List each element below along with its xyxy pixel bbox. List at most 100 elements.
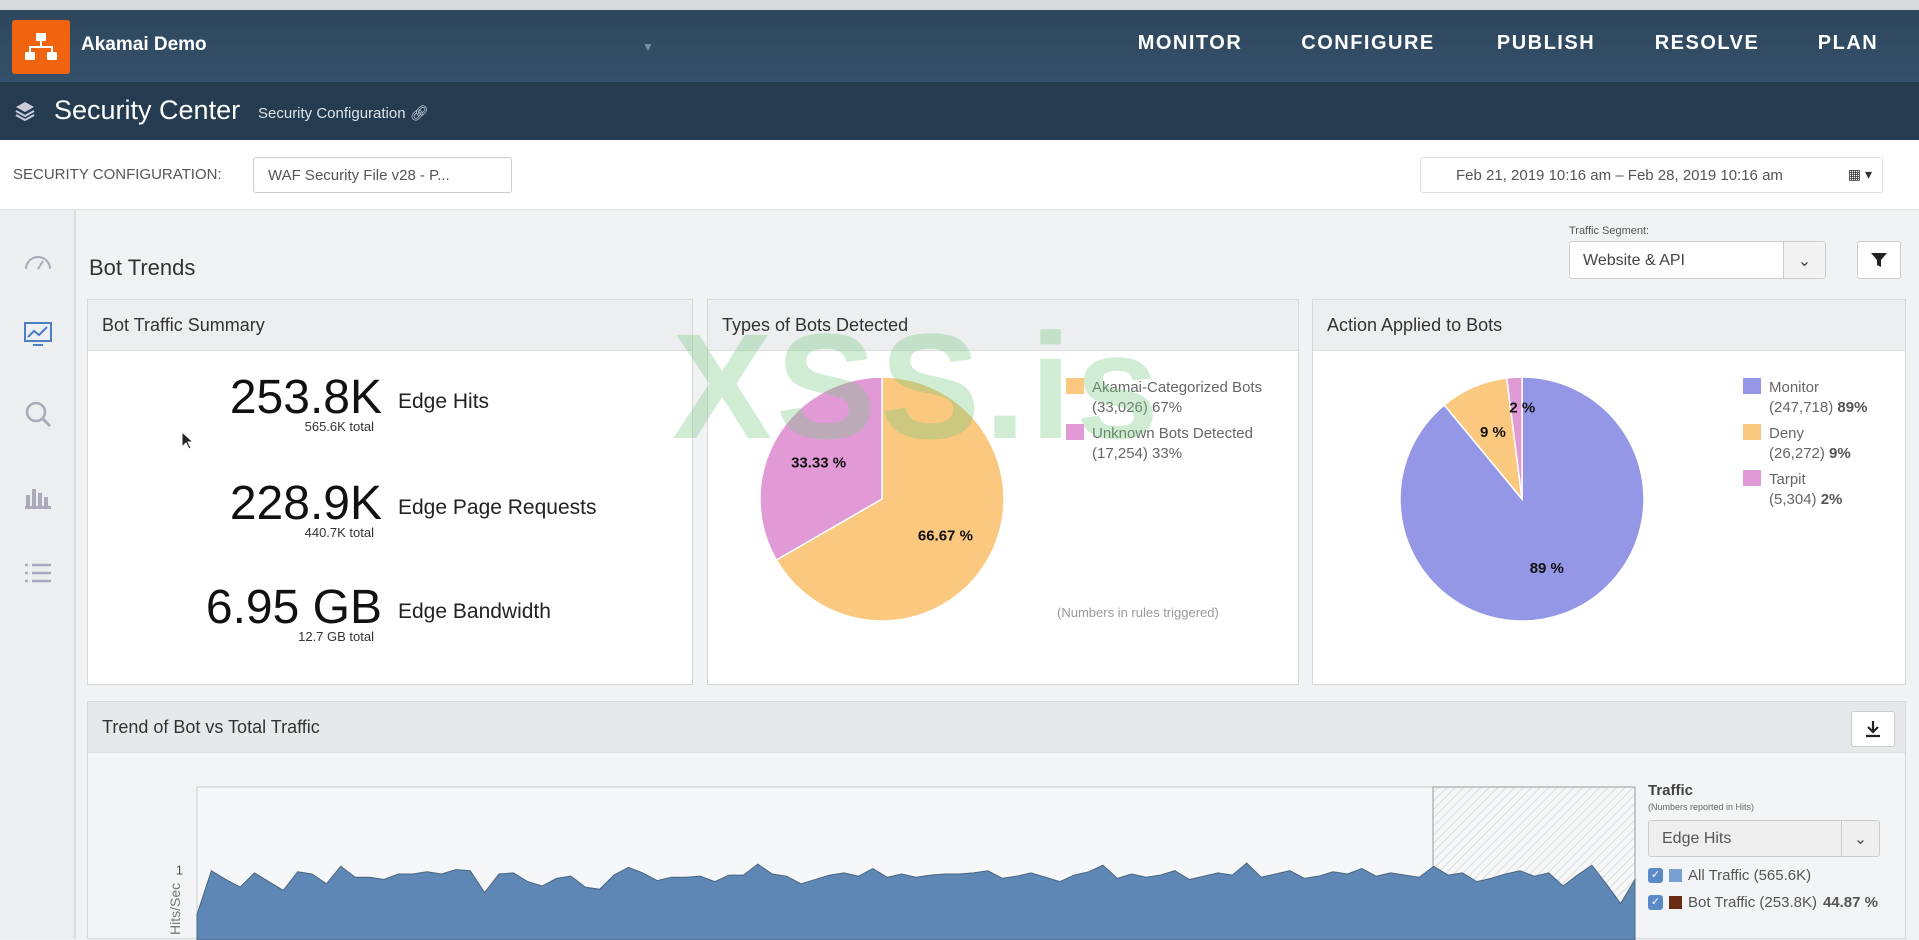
stat-total: 440.7K total [304,525,374,540]
legend-bot-traffic[interactable]: ✓ Bot Traffic (253.8K) 44.87 % [1648,894,1880,911]
link-icon: 🔗︎ [409,105,429,122]
legend-item[interactable]: Monitor [1743,378,1867,398]
download-icon [1866,721,1880,738]
filter-icon [1871,253,1887,267]
filter-button[interactable] [1857,241,1901,279]
chart-note: (Numbers in rules triggered) [1057,605,1219,620]
legend-title: Traffic [1648,782,1694,799]
dashboard-gauge-icon[interactable] [20,243,56,279]
legend-item[interactable]: Tarpit [1743,470,1867,490]
left-sidebar [0,210,76,939]
stat-label: Edge Bandwidth [398,600,551,623]
legend-label: Unknown Bots Detected [1092,425,1253,442]
stat-total: 12.7 GB total [298,629,374,644]
legend-pct: 44.87 % [1822,894,1878,911]
metric-value: Edge Hits [1662,830,1732,847]
bot-actions-pie-chart: 89 % 9 %2 % [1399,376,1645,622]
legend-swatch [1743,470,1761,486]
stat-value: 253.8K [229,371,382,424]
security-configuration-link[interactable]: Security Configuration 🔗︎ [258,104,429,122]
akamai-logo-icon[interactable] [12,20,70,74]
layers-icon [15,102,35,122]
legend-label: All Traffic (565.6K) [1688,867,1812,884]
legend-label: Bot Traffic (253.8K) [1688,894,1817,911]
legend-count: (33,026) [1092,399,1148,416]
nav-publish[interactable]: PUBLISH [1496,32,1596,54]
stat-label: Edge Page Requests [398,496,597,519]
pie-legend: Monitor (247,718) 89% Deny (26,272) 9% T… [1743,378,1867,516]
legend-swatch [1066,424,1084,440]
legend-count: (17,254) [1092,445,1148,462]
nav-plan[interactable]: PLAN [1817,32,1879,54]
legend-swatch [1669,896,1682,909]
pie-slice[interactable] [759,376,883,562]
legend-label: Tarpit [1769,471,1806,488]
security-config-select[interactable]: WAF Security File v28 - P... [253,157,512,193]
search-icon[interactable] [20,396,56,432]
legend-pct: 2% [1820,491,1843,508]
legend-subtitle: (Numbers reported in Hits) [1648,802,1755,812]
legend-label: Monitor [1769,379,1820,396]
pie-slice-label: 2 % [1509,400,1535,417]
pie-slice[interactable] [775,376,1005,622]
download-button[interactable] [1851,711,1895,747]
bot-types-pie-chart: 66.67 % 33.33 % [759,376,1005,622]
panel-title: Types of Bots Detected [708,300,1298,351]
account-dropdown-icon[interactable]: ▼ [642,40,654,54]
traffic-segment-select[interactable]: Website & API ⌄ [1569,241,1826,279]
chevron-down-icon[interactable]: ⌄ [1783,242,1825,278]
legend-swatch [1669,869,1682,882]
nav-configure[interactable]: CONFIGURE [1301,32,1435,54]
legend-count: (247,718) [1769,399,1834,416]
stat-label: Edge Hits [398,390,490,413]
account-name[interactable]: Akamai Demo [81,34,207,55]
date-range-text: Feb 21, 2019 10:16 am – Feb 28, 2019 10:… [1456,167,1783,184]
config-label: SECURITY CONFIGURATION: [13,166,222,183]
calendar-icon[interactable]: ▦ ▾ [1847,166,1872,182]
chevron-down-icon[interactable]: ⌄ [1841,821,1879,856]
trend-panel: Trend of Bot vs Total Traffic 1 Hits/Sec … [87,701,1906,940]
segment-value: Website & API [1583,252,1685,269]
nav-resolve[interactable]: RESOLVE [1654,32,1760,54]
pie-legend: Akamai-Categorized Bots (33,026) 67% Unk… [1066,378,1262,470]
bar-chart-icon[interactable] [20,478,56,514]
legend-label: Deny [1769,425,1805,442]
mouse-cursor-icon [181,431,195,450]
list-icon[interactable] [20,555,56,591]
panel-title: Trend of Bot vs Total Traffic [88,702,1905,753]
legend-count: (5,304) [1769,491,1817,508]
config-row: SECURITY CONFIGURATION: WAF Security Fil… [0,140,1919,210]
trend-area-chart: 1 Hits/Sec [167,786,1636,940]
pie-slice-label: 89 % [1530,560,1564,577]
legend-swatch [1743,378,1761,394]
legend-all-traffic[interactable]: ✓ All Traffic (565.6K) [1648,867,1880,884]
legend-pct: 89% [1837,399,1868,416]
checkbox-checked[interactable]: ✓ [1648,895,1663,910]
pie-slice-label: 9 % [1480,424,1506,441]
top-nav-bar: Akamai Demo ▼ MONITOR CONFIGURE PUBLISH … [0,0,1919,82]
date-range-picker[interactable]: Feb 21, 2019 10:16 am – Feb 28, 2019 10:… [1420,157,1883,193]
y-axis-label: Hits/Sec [167,883,183,935]
legend-item[interactable]: Akamai-Categorized Bots [1066,378,1262,398]
legend-pct: 67% [1152,399,1183,416]
legend-pct: 9% [1829,445,1851,462]
page-header: Security Center Security Configuration 🔗… [0,82,1919,140]
legend-swatch [1066,378,1084,394]
monitor-chart-icon[interactable] [20,316,56,352]
metric-select[interactable]: Edge Hits ⌄ [1648,820,1880,857]
stat-total: 565.6K total [304,419,374,434]
page-title: Bot Trends [89,255,196,280]
action-applied-panel: Action Applied to Bots 89 % 9 % 2 % Monito… [1312,299,1906,685]
legend-count: (26,272) [1769,445,1825,462]
checkbox-checked[interactable]: ✓ [1648,868,1663,883]
panel-title: Bot Traffic Summary [88,300,692,351]
pie-slice[interactable] [1505,376,1523,500]
bot-traffic-summary-panel: Bot Traffic Summary 253.8K 565.6K total Ed… [87,299,693,685]
legend-item[interactable]: Unknown Bots Detected [1066,424,1262,444]
types-of-bots-panel: Types of Bots Detected 66.67 % 33.33 % Ak… [707,299,1299,685]
traffic-segment-label: Traffic Segment: [1569,225,1650,237]
legend-item[interactable]: Deny [1743,424,1867,444]
nav-monitor[interactable]: MONITOR [1137,32,1243,54]
y-tick-label: 1 [176,863,183,878]
traffic-legend: Traffic (Numbers reported in Hits) Edge … [1648,782,1880,911]
